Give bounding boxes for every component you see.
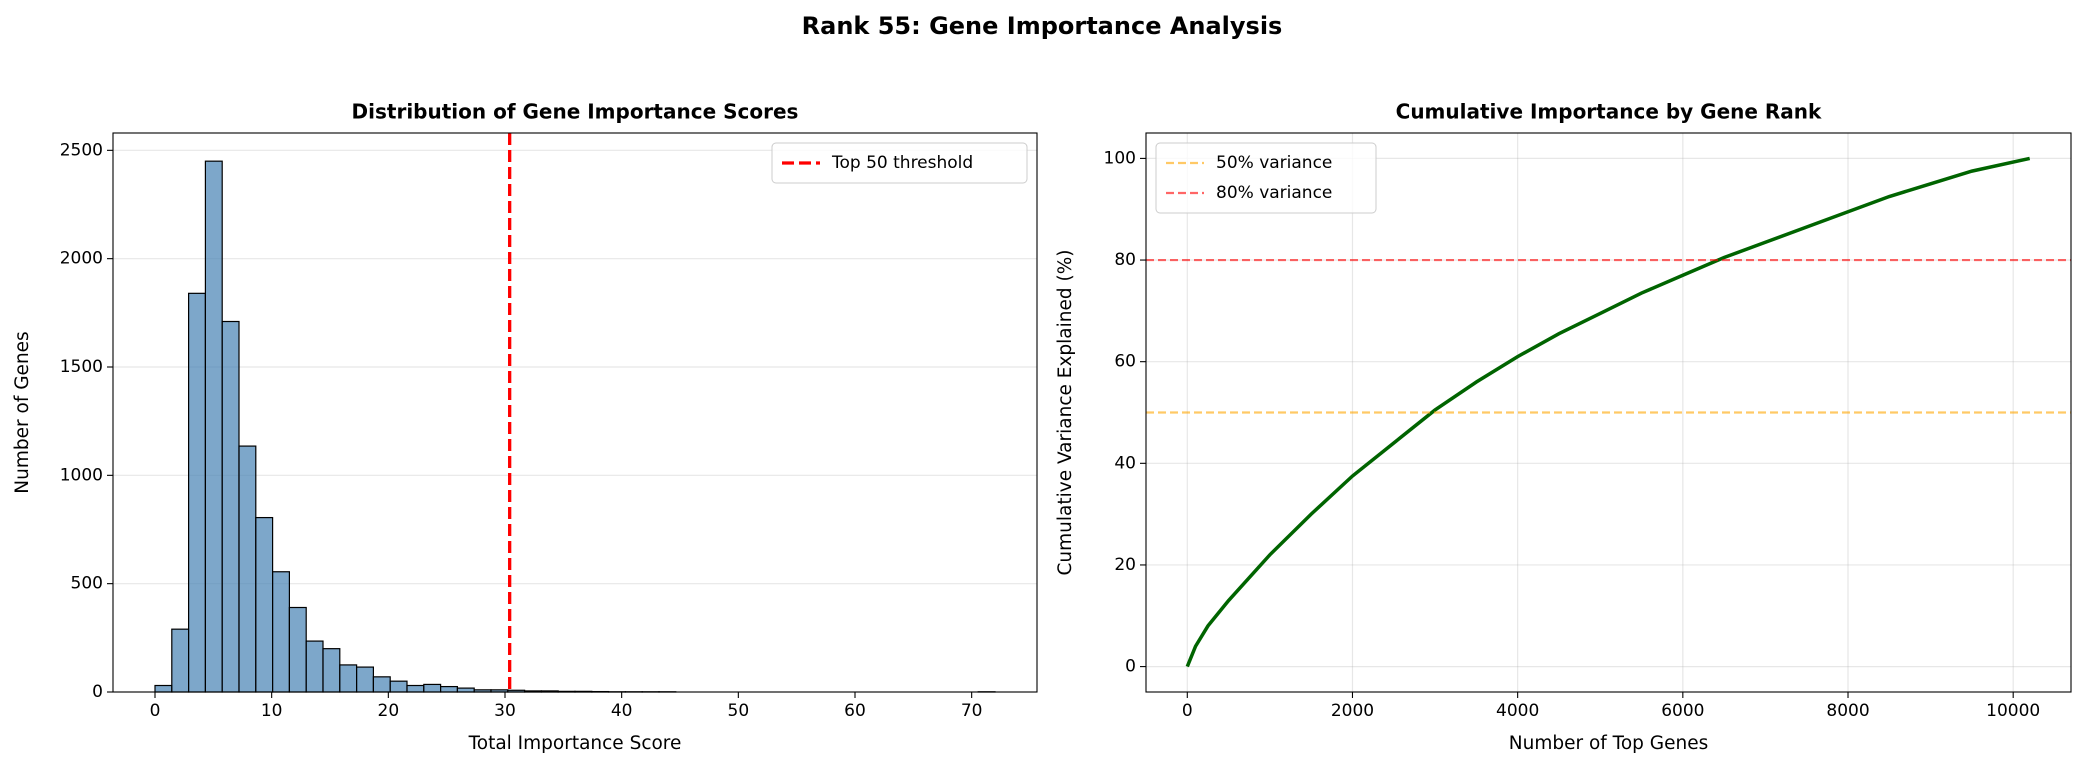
y-tick-label: 2500: [60, 140, 103, 160]
y-tick-label: 20: [1114, 555, 1136, 575]
bar: [288, 606, 307, 693]
y-tick-label: 80: [1114, 250, 1136, 270]
legend-label: Top 50 threshold: [831, 153, 973, 173]
bar: [456, 687, 475, 693]
x-tick-label: 0: [150, 701, 161, 721]
bar: [356, 666, 375, 693]
bar: [305, 640, 324, 693]
x-tick-label: 8000: [1826, 701, 1869, 721]
bar: [372, 676, 391, 693]
x-axis-label: Number of Top Genes: [1509, 733, 1708, 754]
x-tick-label: 0: [1182, 701, 1193, 721]
x-tick-label: 30: [494, 701, 516, 721]
bar: [188, 292, 207, 693]
legend-box: [1155, 142, 1377, 214]
x-tick-label: 60: [844, 701, 866, 721]
x-axis-label: Total Importance Score: [468, 733, 682, 754]
legend-label: 80% variance: [1216, 183, 1332, 203]
plot-frame: [112, 132, 1038, 693]
x-tick-label: 20: [378, 701, 400, 721]
bar: [406, 684, 425, 693]
y-tick-label: 60: [1114, 352, 1136, 372]
y-tick-label: 500: [71, 574, 103, 594]
y-tick-label: 1000: [60, 465, 103, 485]
bar: [171, 628, 190, 693]
bar: [389, 680, 408, 693]
y-tick-label: 0: [92, 682, 103, 702]
bar: [423, 683, 442, 693]
bar: [440, 685, 459, 693]
bar: [154, 684, 173, 693]
x-tick-label: 6000: [1661, 701, 1704, 721]
x-tick-label: 70: [961, 701, 983, 721]
x-tick-label: 4000: [1496, 701, 1539, 721]
x-tick-label: 10000: [1986, 701, 2040, 721]
plot-frame: [1145, 132, 2072, 693]
bar: [238, 445, 257, 693]
line: [1185, 156, 2031, 668]
x-tick-label: 50: [728, 701, 750, 721]
bar: [255, 516, 274, 693]
bar: [339, 664, 358, 693]
x-tick-label: 2000: [1331, 701, 1374, 721]
x-tick-label: 10: [261, 701, 283, 721]
x-tick-label: 40: [611, 701, 633, 721]
chart-title: Distribution of Gene Importance Scores: [352, 100, 799, 124]
y-tick-label: 0: [1125, 657, 1136, 677]
bar: [322, 648, 341, 693]
bar: [204, 160, 223, 693]
chart-title: Cumulative Importance by Gene Rank: [1396, 100, 1822, 124]
y-axis-label: Number of Genes: [12, 331, 33, 493]
bar: [272, 571, 291, 693]
legend-box: [771, 142, 1028, 184]
legend-label: 50% variance: [1216, 153, 1332, 173]
y-axis-label: Cumulative Variance Explained (%): [1055, 249, 1076, 575]
bar: [221, 320, 240, 693]
figure-title: Rank 55: Gene Importance Analysis: [802, 12, 1283, 40]
y-tick-label: 1500: [60, 357, 103, 377]
y-tick-label: 2000: [60, 249, 103, 269]
y-tick-label: 40: [1114, 453, 1136, 473]
y-tick-label: 100: [1104, 148, 1136, 168]
